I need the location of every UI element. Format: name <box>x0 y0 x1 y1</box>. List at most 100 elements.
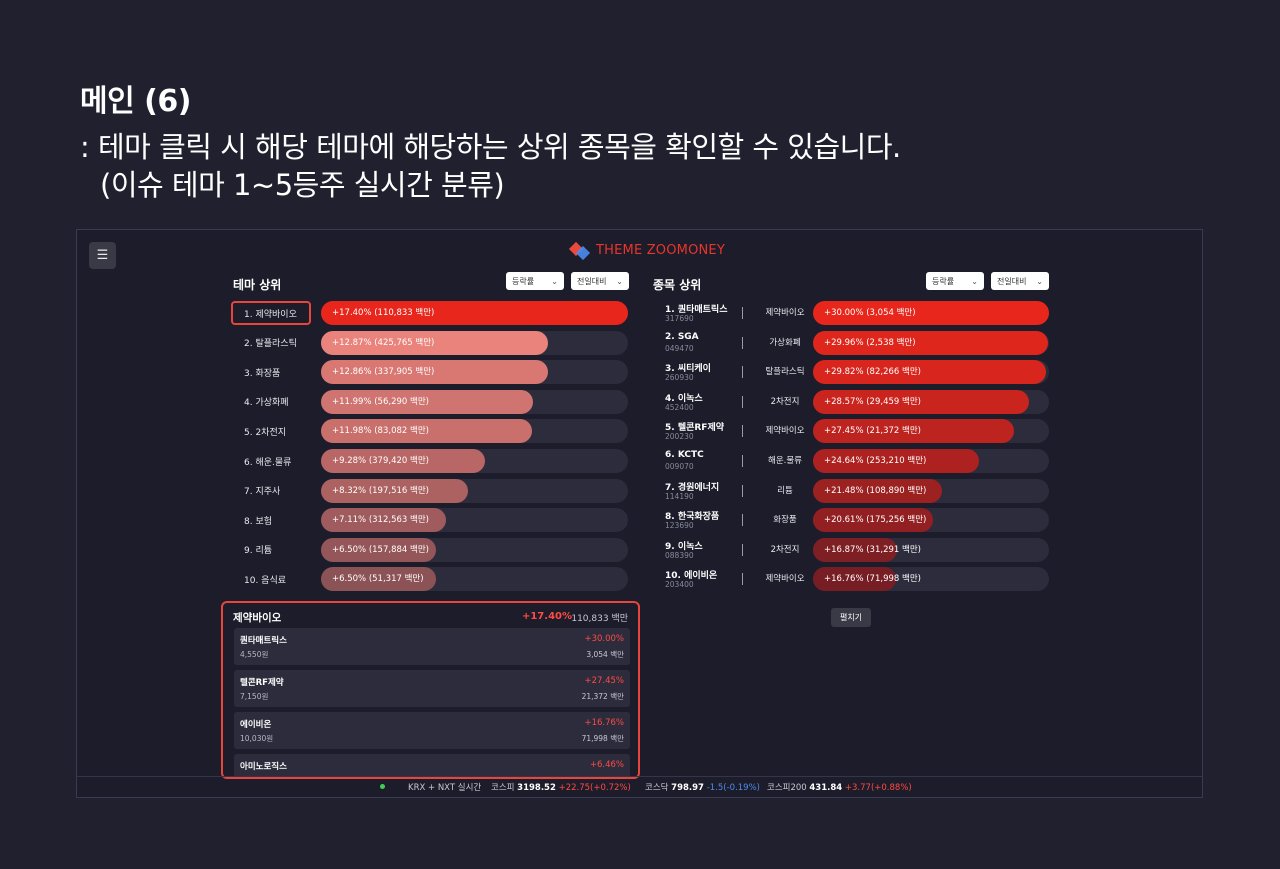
stock-code: 114190 <box>665 491 694 501</box>
theme-bar[interactable]: +9.28% (379,420 백만) <box>321 449 485 473</box>
theme-bar[interactable]: +8.32% (197,516 백만) <box>321 478 468 503</box>
kospi-change: +22.75(+0.72%) <box>558 783 631 793</box>
stock-bar[interactable]: +16.76% (71,998 백만) <box>813 567 921 592</box>
theme-row[interactable]: 10. 음식료 +6.50% (51,317 백만) <box>231 567 631 592</box>
stock-bar-track: +27.45% (21,372 백만) <box>813 419 1049 444</box>
stock-row[interactable]: 9. 이녹스 088390 2차전지 +16.87% (31,291 백만) <box>665 537 1055 562</box>
stock-bar[interactable]: +27.45% (21,372 백만) <box>813 419 1015 444</box>
stock-name[interactable]: 1. 퀀타매트릭스 <box>665 305 728 315</box>
stock-row[interactable]: 8. 한국화장품 123690 화장품 +20.61% (175,256 백만) <box>665 508 1055 533</box>
stock-bar-value: +29.82% (82,266 백만) <box>824 367 921 378</box>
stock-row[interactable]: 7. 경원에너지 114190 리튬 +21.48% (108,890 백만) <box>665 478 1055 503</box>
brand-logo[interactable]: THEME ZOOMONEY <box>568 241 725 261</box>
card-pct: +6.46% <box>589 760 624 770</box>
stock-row[interactable]: 1. 퀀타매트릭스 317690 제약바이오 +30.00% (3,054 백만) <box>665 301 1055 325</box>
stock-theme: 제약바이오 <box>765 574 805 585</box>
stock-name[interactable]: 7. 경원에너지 <box>665 482 720 493</box>
separator <box>742 395 743 408</box>
stock-bar[interactable]: +16.87% (31,291 백만) <box>813 537 921 562</box>
hamburger-menu-icon[interactable]: ☰ <box>89 242 116 269</box>
stock-period-select[interactable]: 전일대비 ⌄ <box>991 272 1049 290</box>
stock-name[interactable]: 3. 씨티케이 <box>665 364 711 375</box>
stock-bar[interactable]: +28.57% (29,459 백만) <box>813 389 1030 414</box>
theme-name[interactable]: 1. 제약바이오 <box>231 301 311 325</box>
theme-period-value: 전일대비 <box>577 276 607 286</box>
theme-bar[interactable]: +6.50% (157,884 백만) <box>321 537 436 562</box>
ticker-source: KRX + NXT 실시간 <box>408 783 482 793</box>
card-stock-name: 퀀타매트릭스 <box>240 636 287 646</box>
theme-sort-select[interactable]: 등락률 ⌄ <box>506 272 564 290</box>
theme-name[interactable]: 8. 보험 <box>244 516 273 527</box>
stock-bar-value: +16.87% (31,291 백만) <box>824 544 921 555</box>
stock-bar[interactable]: +30.00% (3,054 백만) <box>813 301 1049 325</box>
stock-card[interactable]: 에이비온 10,030원 +16.76% 71,998 백만 <box>234 712 630 749</box>
stock-theme: 제약바이오 <box>765 426 805 437</box>
stock-code: 200230 <box>665 432 694 442</box>
card-pct: +27.45% <box>584 676 624 686</box>
theme-name[interactable]: 10. 음식료 <box>244 575 287 586</box>
stock-bar[interactable]: +29.96% (2,538 백만) <box>813 330 1049 355</box>
theme-row[interactable]: 7. 지주사 +8.32% (197,516 백만) <box>231 478 631 503</box>
stock-name[interactable]: 2. SGA <box>665 331 699 342</box>
stock-sort-select[interactable]: 등락률 ⌄ <box>926 272 984 290</box>
theme-row[interactable]: 5. 2차전지 +11.98% (83,082 백만) <box>231 419 631 444</box>
theme-sort-value: 등락률 <box>512 276 535 286</box>
separator <box>742 573 743 586</box>
stock-bar-value: +16.76% (71,998 백만) <box>824 574 921 585</box>
theme-bar[interactable]: +11.99% (56,290 백만) <box>321 389 533 414</box>
stock-card[interactable]: 아미노로직스 +6.46% <box>234 754 630 777</box>
stock-row[interactable]: 5. 텔콘RF제약 200230 제약바이오 +27.45% (21,372 백만) <box>665 419 1055 444</box>
theme-bar-track: +8.32% (197,516 백만) <box>321 478 628 503</box>
theme-name[interactable]: 9. 리튬 <box>244 546 273 557</box>
stock-name[interactable]: 8. 한국화장품 <box>665 512 720 523</box>
theme-row[interactable]: 2. 탈플라스틱 +12.87% (425,765 백만) <box>231 330 631 355</box>
theme-bar[interactable]: +7.11% (312,563 백만) <box>321 508 447 533</box>
separator <box>742 484 743 497</box>
theme-bar-track: +12.86% (337,905 백만) <box>321 360 628 385</box>
stock-row[interactable]: 6. KCTC 009070 해운.물류 +24.64% (253,210 백만) <box>665 449 1055 473</box>
stock-row[interactable]: 10. 에이비온 203400 제약바이오 +16.76% (71,998 백만) <box>665 567 1055 592</box>
kospi-value: 3198.52 <box>517 783 556 793</box>
theme-name[interactable]: 7. 지주사 <box>244 487 281 498</box>
stock-name[interactable]: 4. 이녹스 <box>665 393 703 404</box>
stock-name[interactable]: 5. 텔콘RF제약 <box>665 423 725 434</box>
stock-row[interactable]: 4. 이녹스 452400 2차전지 +28.57% (29,459 백만) <box>665 389 1055 414</box>
theme-name[interactable]: 5. 2차전지 <box>244 427 287 438</box>
theme-bar-value: +8.32% (197,516 백만) <box>332 485 429 496</box>
expand-button[interactable]: 펼치기 <box>831 608 871 627</box>
separator <box>742 543 743 556</box>
theme-row[interactable]: 8. 보험 +7.11% (312,563 백만) <box>231 508 631 533</box>
theme-name[interactable]: 6. 해운.물류 <box>244 457 292 468</box>
theme-detail-panel: 제약바이오 +17.40% 110,833 백만 퀀타매트릭스 4,550원 +30… <box>221 601 640 779</box>
stock-name[interactable]: 9. 이녹스 <box>665 541 703 552</box>
theme-row[interactable]: 3. 화장품 +12.86% (337,905 백만) <box>231 360 631 385</box>
theme-name[interactable]: 3. 화장품 <box>244 368 281 379</box>
stock-row[interactable]: 3. 씨티케이 260930 탈플라스틱 +29.82% (82,266 백만) <box>665 360 1055 385</box>
stock-row[interactable]: 2. SGA 049470 가상화폐 +29.96% (2,538 백만) <box>665 330 1055 355</box>
theme-bar[interactable]: +12.87% (425,765 백만) <box>321 330 549 355</box>
stock-card[interactable]: 텔콘RF제약 7,150원 +27.45% 21,372 백만 <box>234 670 630 707</box>
theme-bar[interactable]: +17.40% (110,833 백만) <box>321 301 628 325</box>
chevron-down-icon: ⌄ <box>551 276 558 286</box>
stock-bar-track: +21.48% (108,890 백만) <box>813 478 1049 503</box>
stock-bar[interactable]: +29.82% (82,266 백만) <box>813 360 1047 385</box>
theme-name[interactable]: 2. 탈플라스틱 <box>244 339 297 350</box>
stock-bar[interactable]: +24.64% (253,210 백만) <box>813 449 979 473</box>
theme-row[interactable]: 4. 가상화폐 +11.99% (56,290 백만) <box>231 389 631 414</box>
theme-bar-track: +12.87% (425,765 백만) <box>321 330 628 355</box>
theme-row[interactable]: 6. 해운.물류 +9.28% (379,420 백만) <box>231 449 631 473</box>
theme-bar[interactable]: +6.50% (51,317 백만) <box>321 567 436 592</box>
stock-bar[interactable]: +21.48% (108,890 백만) <box>813 478 943 503</box>
separator <box>742 366 743 379</box>
theme-bar[interactable]: +12.86% (337,905 백만) <box>321 360 548 385</box>
theme-period-select[interactable]: 전일대비 ⌄ <box>571 272 629 290</box>
card-stock-name: 에이비온 <box>240 720 272 730</box>
theme-row[interactable]: 9. 리튬 +6.50% (157,884 백만) <box>231 537 631 562</box>
theme-row[interactable]: 1. 제약바이오 +17.40% (110,833 백만) <box>231 301 631 325</box>
theme-name[interactable]: 4. 가상화폐 <box>244 398 289 409</box>
stock-name[interactable]: 6. KCTC <box>665 450 704 460</box>
theme-bar[interactable]: +11.98% (83,082 백만) <box>321 419 533 444</box>
stock-name[interactable]: 10. 에이비온 <box>665 571 718 582</box>
stock-card[interactable]: 퀀타매트릭스 4,550원 +30.00% 3,054 백만 <box>234 628 630 665</box>
stock-bar[interactable]: +20.61% (175,256 백만) <box>813 508 934 533</box>
